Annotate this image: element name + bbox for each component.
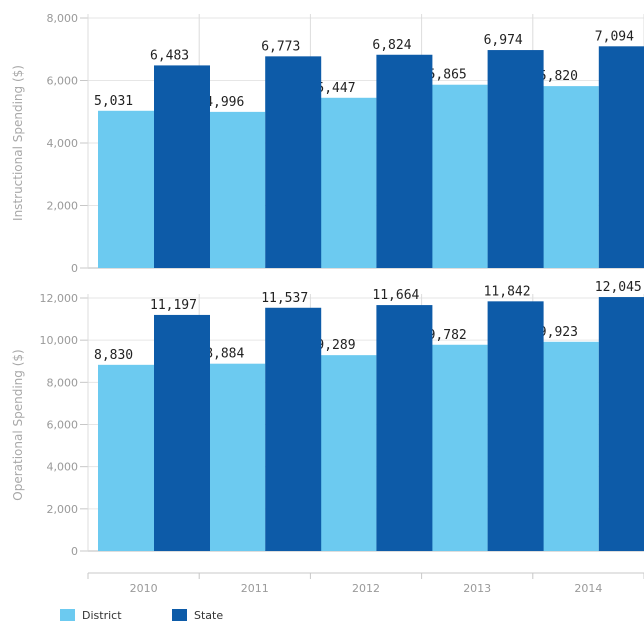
bar-state-2014: [598, 46, 644, 268]
data-label-state: 11,537: [261, 291, 308, 306]
data-label-state: 12,045: [595, 280, 642, 295]
data-label-district: 9,782: [428, 328, 467, 343]
bar-district-2013: [431, 84, 488, 268]
x-tick-label: 2010: [130, 582, 158, 595]
bar-state-2013: [487, 301, 544, 551]
data-label-district: 5,447: [316, 81, 355, 96]
legend-swatch-state: [172, 609, 187, 621]
y-tick-label: 4,000: [47, 461, 79, 474]
bar-district-2013: [431, 344, 488, 551]
bar-district-2012: [320, 355, 377, 551]
data-label-state: 6,483: [150, 48, 189, 63]
x-tick-label: 2011: [241, 582, 269, 595]
x-tick-label: 2013: [463, 582, 491, 595]
data-label-state: 6,824: [372, 38, 411, 53]
data-label-district: 8,830: [94, 348, 133, 363]
y-tick-label: 2,000: [47, 503, 79, 516]
data-label-district: 5,820: [539, 69, 578, 84]
bar-district-2010: [98, 364, 154, 551]
bar-district-2014: [542, 341, 599, 551]
operational-spending-panel: 0 2,000 4,000 6,000 8,000 10,000 12,000 8,830 8,…: [11, 280, 644, 558]
data-label-district: 9,923: [539, 325, 578, 340]
y-tick-label: 6,000: [47, 419, 79, 432]
y-tick-label: 4,000: [47, 137, 79, 150]
x-axis: 2010 2011 2012 2013 2014: [87, 572, 644, 595]
data-label-district: 9,289: [316, 338, 355, 353]
y-tick-label: 2,000: [47, 200, 79, 213]
bar-state-2010: [154, 65, 210, 268]
y-tick-label: 0: [71, 545, 78, 558]
bar-state-2013: [487, 50, 544, 268]
bar-district-2011: [209, 363, 266, 551]
bar-district-2012: [320, 97, 377, 268]
data-label-state: 6,773: [261, 39, 300, 54]
bar-state-2014: [598, 297, 644, 551]
legend: District State: [60, 609, 223, 622]
y-tick-label: 8,000: [47, 376, 79, 389]
legend-label-state: State: [194, 609, 223, 622]
data-label-state: 11,842: [484, 284, 531, 299]
data-label-district: 5,031: [94, 94, 133, 109]
bar-district-2010: [98, 110, 154, 268]
data-label-district: 8,884: [205, 347, 244, 362]
data-label-state: 11,664: [372, 288, 419, 303]
bar-state-2011: [265, 307, 322, 551]
y-tick-label: 8,000: [47, 12, 79, 25]
bar-district-2011: [209, 111, 266, 268]
data-label-state: 6,974: [484, 33, 523, 48]
x-tick-label: 2012: [352, 582, 380, 595]
instructional-spending-panel: 0 2,000 4,000 6,000 8,000 5,031 4,996 5,447 5,86…: [11, 12, 644, 275]
y-axis-title: Operational Spending ($): [11, 349, 25, 500]
y-tick-label: 12,000: [40, 292, 79, 305]
data-label-state: 7,094: [595, 29, 634, 44]
x-tick-label: 2014: [574, 582, 602, 595]
data-label-state: 11,197: [150, 298, 197, 313]
legend-label-district: District: [82, 609, 122, 622]
data-label-district: 4,996: [205, 95, 244, 110]
legend-swatch-district: [60, 609, 75, 621]
y-tick-label: 0: [71, 262, 78, 275]
bar-state-2011: [265, 56, 322, 268]
bar-state-2012: [376, 305, 433, 551]
y-tick-label: 10,000: [40, 334, 79, 347]
y-tick-label: 6,000: [47, 75, 79, 88]
y-axis-title: Instructional Spending ($): [11, 65, 25, 221]
bar-state-2010: [154, 314, 210, 551]
bar-state-2012: [376, 54, 433, 268]
data-label-district: 5,865: [428, 68, 467, 83]
bar-district-2014: [542, 86, 599, 268]
